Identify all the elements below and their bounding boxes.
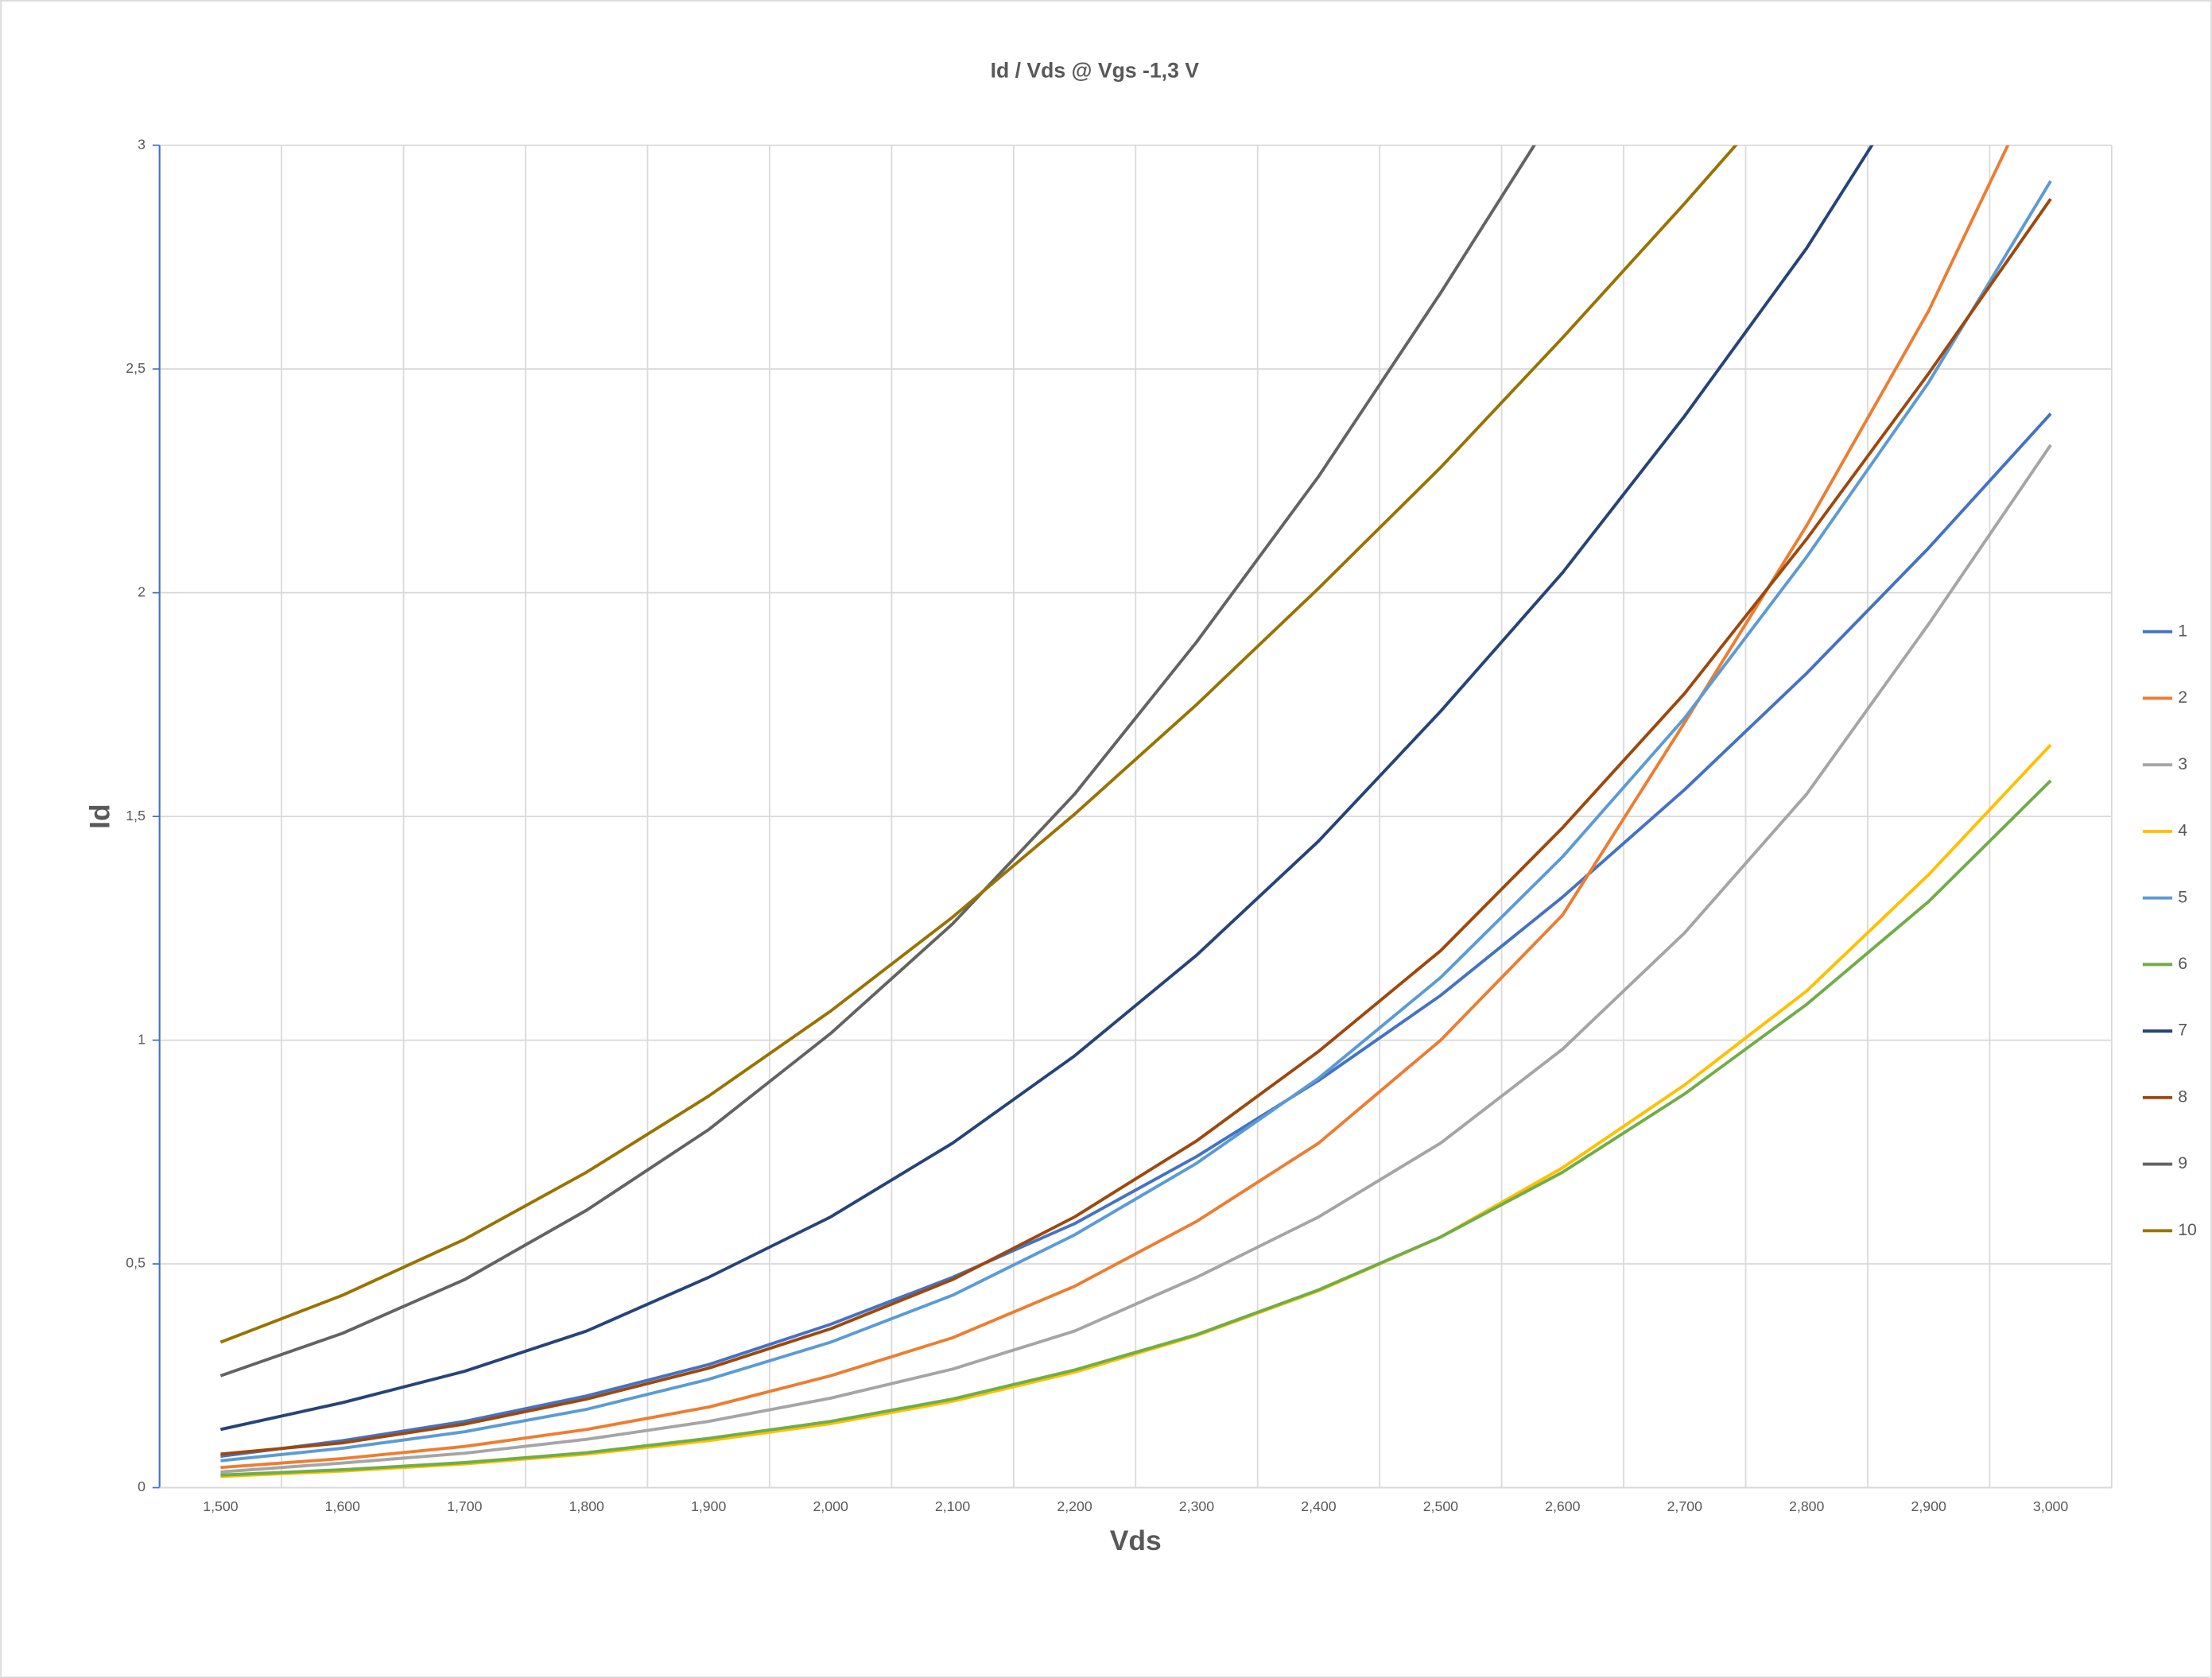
legend-label: 2	[2178, 688, 2187, 707]
axes: 0 0,5 1 1,5 2 2,5 3 1,500 1,600 1,700 1,800 1,900 2,…	[126, 136, 2112, 1514]
x-tick-label: 1,900	[691, 1498, 726, 1514]
y-tick-label: 2	[138, 583, 146, 599]
x-tick-label: 1,800	[569, 1498, 604, 1514]
x-tick-label: 2,000	[813, 1498, 848, 1514]
series-line	[219, 145, 1874, 1432]
legend-label: 7	[2178, 1021, 2187, 1040]
y-tick-label: 1,5	[126, 808, 146, 823]
series-line	[220, 413, 2052, 1459]
x-tick-label: 1,600	[325, 1498, 360, 1514]
y-tick-label: 1	[138, 1031, 146, 1047]
legend-label: 1	[2178, 621, 2187, 640]
x-axis-label: Vds	[1110, 1525, 1162, 1556]
legend-label: 6	[2178, 954, 2187, 973]
y-tick-label: 0	[138, 1478, 146, 1494]
series-line	[220, 779, 2052, 1477]
series-line	[219, 145, 1536, 1378]
x-tick-label: 1,500	[203, 1498, 238, 1514]
y-tick-label: 2,5	[126, 360, 146, 376]
x-tick-label: 2,200	[1057, 1498, 1092, 1514]
chart-title: Id / Vds @ Vgs -1,3 V	[991, 59, 1200, 83]
legend-label: 4	[2178, 821, 2187, 840]
x-tick-label: 3,000	[2033, 1498, 2068, 1514]
legend-label: 3	[2178, 754, 2187, 773]
x-tick-label: 2,800	[1789, 1498, 1824, 1514]
legend-label: 8	[2178, 1087, 2187, 1106]
series-line	[219, 145, 1738, 1344]
x-tick-label: 2,900	[1911, 1498, 1946, 1514]
series-line	[220, 444, 2052, 1474]
x-tick-label: 2,500	[1423, 1498, 1458, 1514]
legend-label: 10	[2178, 1220, 2197, 1239]
y-tick-label: 0,5	[126, 1255, 146, 1271]
legend: 1 2 3 4 5 6 7 8 9 10	[2142, 621, 2197, 1239]
x-tick-label: 2,400	[1301, 1498, 1336, 1514]
series-line	[220, 145, 2010, 1470]
x-tick-label: 2,600	[1545, 1498, 1580, 1514]
series-line	[220, 180, 2052, 1463]
x-tick-label: 2,700	[1667, 1498, 1702, 1514]
y-tick-label: 3	[138, 136, 146, 152]
y-axis-label: Id	[83, 804, 115, 829]
x-tick-label: 2,300	[1179, 1498, 1214, 1514]
grid	[158, 144, 2113, 1489]
x-tick-label: 2,100	[935, 1498, 970, 1514]
legend-label: 5	[2178, 887, 2187, 906]
x-tick-label: 1,700	[447, 1498, 482, 1514]
plot-lines	[219, 145, 2052, 1478]
legend-label: 9	[2178, 1153, 2187, 1172]
series-line	[220, 198, 2052, 1456]
